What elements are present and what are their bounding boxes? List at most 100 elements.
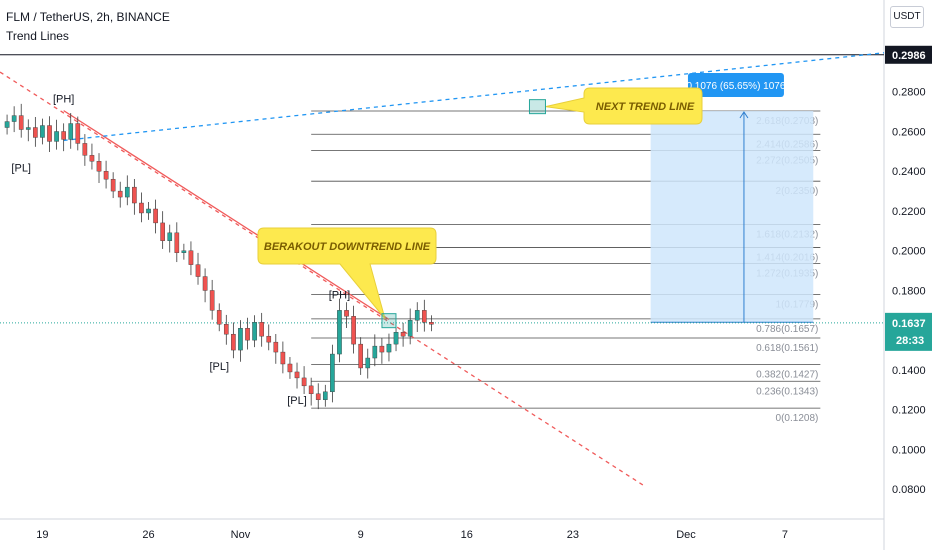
candle-body (11, 115, 17, 122)
candle-body (372, 345, 378, 359)
candle-body (188, 250, 194, 265)
candle-body (287, 363, 293, 373)
candle-body (47, 125, 52, 142)
time-tick-label: 23 (567, 529, 579, 541)
candle (400, 322, 406, 347)
candle-body (330, 353, 335, 393)
candle (174, 222, 180, 263)
candle-body (273, 341, 279, 353)
price-tick-label: 0.1000 (892, 444, 926, 456)
candle-body (153, 208, 158, 224)
candle-body (139, 202, 144, 214)
candle-body (174, 232, 180, 253)
candle (124, 175, 130, 206)
candle-body (96, 161, 102, 172)
currency-button[interactable]: USDT (890, 6, 924, 28)
candle-body (68, 123, 74, 140)
candle (96, 153, 102, 183)
candle-body (89, 155, 95, 162)
pivot-label: [PL] (287, 395, 307, 407)
time-tick-label: 26 (142, 529, 154, 541)
candle (153, 199, 158, 234)
candle (216, 303, 222, 332)
candle (358, 337, 363, 375)
candle-body (25, 127, 31, 130)
price-tick-label: 0.1200 (892, 405, 926, 417)
time-tick-label: 9 (358, 529, 364, 541)
candle (421, 299, 427, 332)
candle (188, 241, 194, 276)
candle (11, 106, 17, 133)
candle (54, 119, 59, 150)
candle-body (146, 208, 151, 214)
candle (139, 192, 144, 223)
candle (4, 114, 10, 135)
candle (379, 337, 385, 364)
candle (89, 143, 95, 170)
candle (330, 344, 335, 403)
candle-body (33, 127, 38, 138)
candle (252, 315, 257, 348)
candle-body (18, 115, 24, 130)
candle (33, 116, 38, 147)
candle-body (238, 328, 243, 351)
fib-level-label: 0.236(0.1343) (756, 386, 818, 397)
candle (429, 315, 434, 332)
candle (61, 123, 66, 152)
candle (245, 317, 250, 350)
measure-label-box (687, 73, 784, 98)
price-tick-label: 0.2600 (892, 126, 926, 138)
price-tick-label: 0.2200 (892, 206, 926, 218)
candle-body (379, 345, 385, 353)
candle-body (308, 385, 314, 395)
last-price-label: 0.1637 (892, 318, 926, 330)
candle (337, 298, 342, 363)
candle-body (54, 131, 59, 142)
price-tick-label: 0.2400 (892, 166, 926, 178)
candle (167, 224, 173, 253)
candle (202, 268, 208, 303)
symbol-title: FLM / TetherUS, 2h, BINANCE (6, 10, 170, 24)
candle (294, 362, 300, 389)
price-tick-label: 0.2800 (892, 87, 926, 99)
candle-body (280, 351, 286, 365)
candle-body (209, 290, 215, 311)
trendline-downtrend (63, 110, 390, 321)
candle (75, 116, 81, 151)
candle (414, 302, 420, 333)
candle-body (322, 391, 328, 400)
candle (117, 181, 123, 208)
candle-body (4, 121, 10, 128)
candle-body (132, 186, 137, 204)
time-tick-label: 7 (782, 529, 788, 541)
candle (266, 324, 272, 351)
time-tick-label: Nov (231, 529, 251, 541)
candle-body (337, 310, 342, 355)
measure-box (650, 111, 814, 323)
indicator-name: Trend Lines (6, 29, 69, 43)
candle-body (40, 125, 45, 138)
candle-body (393, 332, 399, 345)
pivot-label: [PH] (329, 289, 350, 301)
fib-level-label: 0.786(0.1657) (756, 324, 818, 335)
resistance-price-label: 0.2986 (892, 50, 926, 62)
candle-body (216, 310, 222, 325)
candle-body (344, 310, 349, 317)
candle (160, 211, 165, 249)
price-tick-label: 0.1800 (892, 285, 926, 297)
candle (195, 252, 201, 285)
pivot-label: [PL] (209, 361, 229, 373)
candle-body (429, 322, 434, 325)
candle (393, 325, 399, 352)
candle (40, 118, 45, 145)
time-tick-label: 19 (36, 529, 48, 541)
candle-body (160, 222, 165, 241)
candle-body (195, 264, 201, 277)
candle (372, 334, 378, 367)
candle (103, 160, 109, 189)
resistance-price-badge (885, 45, 932, 64)
candle-body (124, 186, 130, 198)
candle-body (103, 171, 109, 180)
